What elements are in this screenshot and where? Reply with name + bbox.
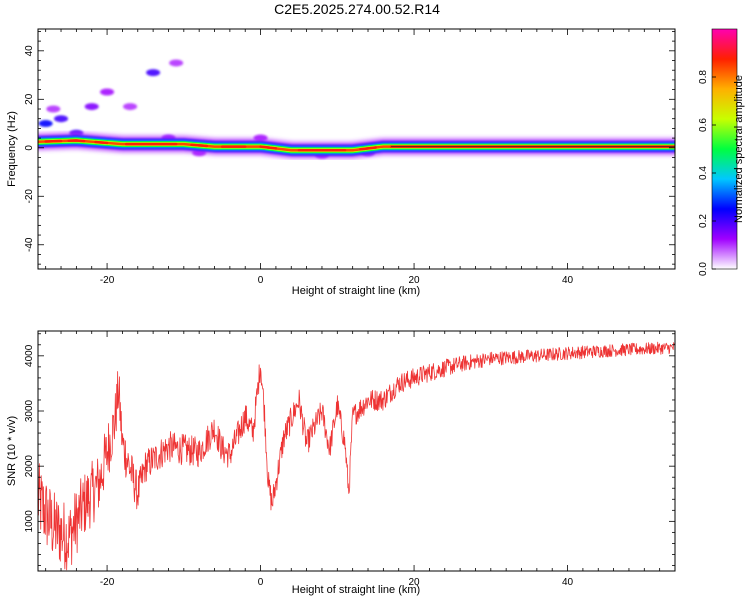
spectrogram-y-tick-label: 40 bbox=[24, 45, 35, 57]
colorbar-tick-label: 0.8 bbox=[698, 70, 709, 84]
spectrogram-y-axis-label: Frequency (Hz) bbox=[6, 111, 18, 187]
spectrogram-y-tick-label: -40 bbox=[24, 237, 35, 252]
spectrogram-blob bbox=[38, 120, 53, 128]
spectrogram-peak-segment bbox=[190, 143, 209, 148]
colorbar: 0.0 0.2 0.4 0.6 0.8 Normalized spectral ampl… bbox=[698, 28, 745, 276]
spectrogram-blob bbox=[54, 115, 69, 123]
snr-y-axis-label: SNR (10 * v/v) bbox=[6, 416, 18, 486]
colorbar-ticks: 0.0 0.2 0.4 0.6 0.8 bbox=[698, 70, 716, 276]
colorbar-tick-label: 0.2 bbox=[698, 214, 709, 228]
spectrogram-y-tick-label: 20 bbox=[24, 93, 35, 105]
snr-series-line bbox=[38, 341, 675, 571]
colorbar-tick-label: 0.4 bbox=[698, 166, 709, 180]
snr-y-tick-label: 3000 bbox=[24, 399, 35, 422]
colorbar-tick-label: 0.6 bbox=[698, 118, 709, 132]
snr-plot-area bbox=[38, 341, 675, 571]
snr-x-tick-label: 40 bbox=[562, 577, 574, 588]
snr-panel: -20 0 20 40 1000 2000 3000 4000 Height of strai… bbox=[6, 330, 676, 596]
spectrogram-x-tick-label: 40 bbox=[562, 275, 574, 286]
spectrogram-y-tick-label: -20 bbox=[24, 189, 35, 204]
colorbar-label: Normalized spectral amplitude bbox=[733, 75, 745, 223]
spectrogram-x-tick-label: 20 bbox=[408, 275, 420, 286]
snr-x-tick-label: -20 bbox=[100, 577, 115, 588]
spectrogram-frame bbox=[37, 28, 676, 270]
colorbar-tick-label: 0.0 bbox=[698, 262, 709, 276]
snr-ticks: -20 0 20 40 1000 2000 3000 4000 bbox=[24, 331, 676, 588]
spectrogram-blob bbox=[169, 59, 184, 67]
snr-y-tick-label: 1000 bbox=[24, 510, 35, 533]
spectrogram-peak-segment bbox=[259, 145, 278, 150]
figure-title: C2E5.2025.274.00.52.R14 bbox=[274, 1, 440, 17]
spectrogram-panel: -20 0 20 40 -40 -20 0 20 40 Height of straight l… bbox=[6, 28, 676, 297]
spectrogram-ticks: -20 0 20 40 -40 -20 0 20 40 bbox=[24, 29, 676, 286]
snr-x-tick-label: 0 bbox=[258, 577, 264, 588]
snr-x-tick-label: 20 bbox=[408, 577, 420, 588]
spectrogram-plot-area bbox=[38, 59, 675, 159]
snr-frame bbox=[37, 330, 676, 572]
colorbar-scale bbox=[711, 28, 738, 270]
spectrogram-blob bbox=[123, 103, 138, 111]
snr-x-axis-label: Height of straight line (km) bbox=[292, 584, 420, 596]
spectrogram-blob bbox=[100, 88, 115, 96]
spectrogram-blob bbox=[46, 105, 61, 113]
spectrogram-x-axis-label: Height of straight line (km) bbox=[292, 285, 420, 297]
spectrogram-x-tick-label: 0 bbox=[258, 275, 264, 286]
spectrogram-blob bbox=[146, 69, 161, 77]
spectrogram-peak-segment bbox=[67, 139, 86, 143]
spectrogram-blob bbox=[84, 103, 99, 111]
spectrogram-x-tick-label: -20 bbox=[100, 275, 115, 286]
spectrogram-peak-segment bbox=[94, 140, 109, 145]
spectrogram-y-tick-label: 0 bbox=[24, 145, 35, 151]
snr-y-tick-label: 4000 bbox=[24, 344, 35, 367]
snr-y-tick-label: 2000 bbox=[24, 455, 35, 478]
spectrogram-peak-segment bbox=[359, 146, 377, 151]
